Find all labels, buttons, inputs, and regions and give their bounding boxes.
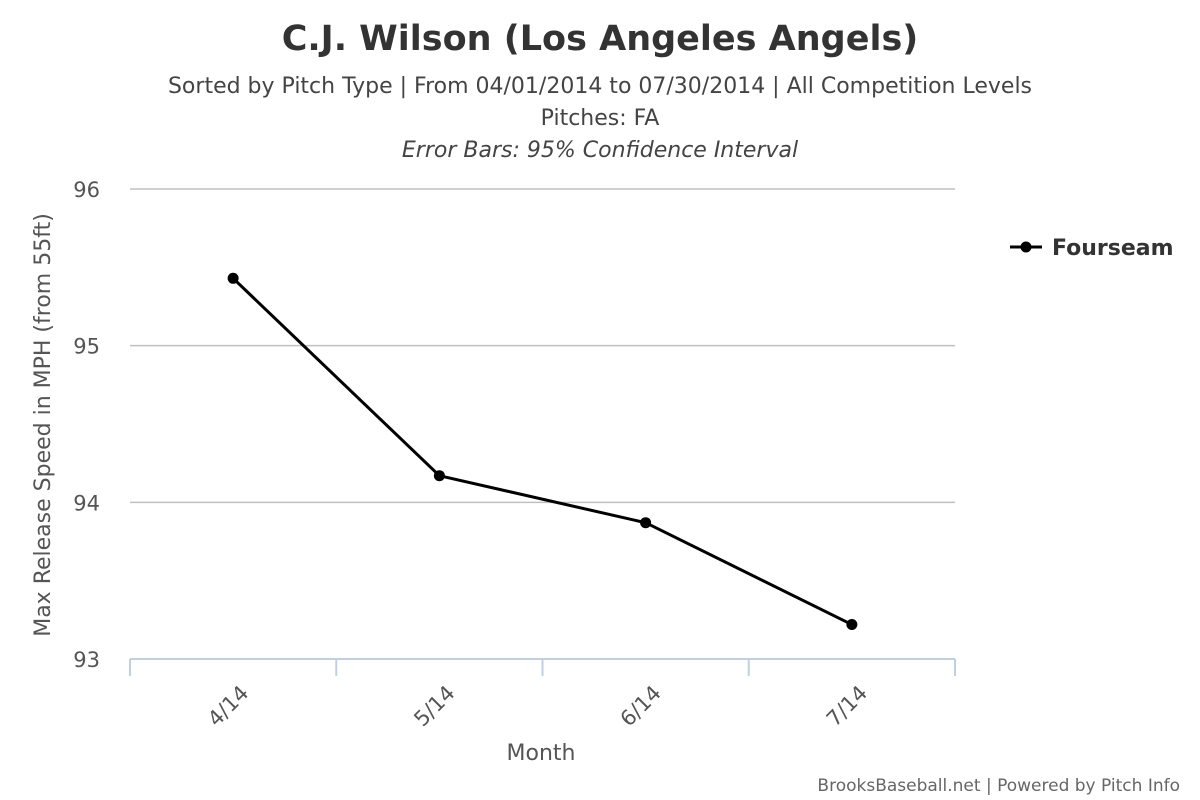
x-axis: 4/14 5/14 6/14 7/14	[129, 658, 956, 731]
x-axis-title: Month	[507, 741, 576, 766]
series-line	[232, 277, 853, 626]
y-tick-label: 93	[73, 648, 100, 672]
legend[interactable]: Fourseam	[1010, 236, 1174, 261]
x-tick-label: 4/14	[203, 681, 253, 731]
x-tick-label: 6/14	[616, 681, 666, 731]
y-tick-label: 94	[73, 491, 100, 515]
legend-marker-icon	[1020, 241, 1032, 253]
y-tick-label: 96	[73, 178, 100, 202]
y-tick-label: 95	[73, 335, 100, 359]
credits[interactable]: BrooksBaseball.net | Powered by Pitch In…	[817, 776, 1180, 796]
data-point	[846, 619, 858, 631]
chart-subtitle-line-2: Pitches: FA	[541, 106, 660, 131]
data-point	[433, 470, 445, 482]
x-tick-label: 5/14	[409, 681, 459, 731]
data-point	[640, 517, 652, 529]
chart-subtitle-line-3: Error Bars: 95% Confidence Interval	[402, 138, 798, 163]
data-point	[227, 272, 239, 284]
chart-title: C.J. Wilson (Los Angeles Angels)	[282, 19, 919, 59]
legend-label: Fourseam	[1052, 236, 1174, 261]
series-layer	[227, 272, 858, 631]
x-tick-label: 7/14	[822, 681, 872, 731]
gridlines	[130, 188, 955, 504]
y-axis-title: Max Release Speed in MPH (from 55ft)	[31, 213, 56, 637]
chart-subtitle-line-1: Sorted by Pitch Type | From 04/01/2014 t…	[168, 74, 1032, 99]
y-axis-ticks: 93 94 95 96	[73, 178, 100, 672]
